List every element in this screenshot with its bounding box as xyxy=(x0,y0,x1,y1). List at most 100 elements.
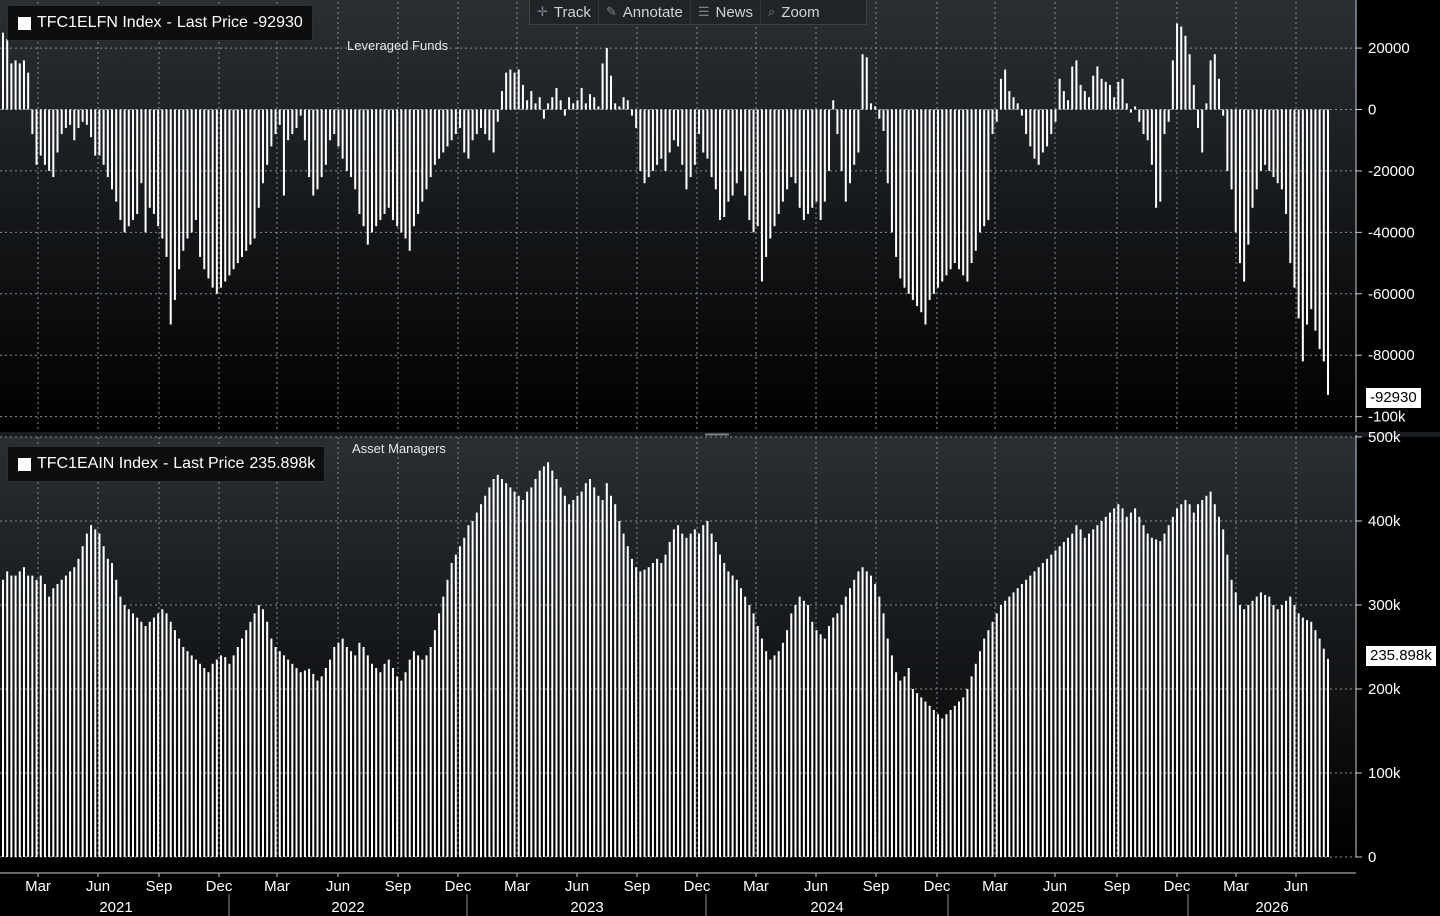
bar-mark xyxy=(857,571,860,857)
x-month-label: Dec xyxy=(684,878,711,895)
bar-mark xyxy=(1046,109,1049,147)
bar-mark xyxy=(538,470,541,857)
bar-mark xyxy=(173,109,176,300)
bar-mark xyxy=(773,109,776,227)
bar-mark xyxy=(35,109,38,165)
bar-mark xyxy=(408,659,411,857)
bar-mark xyxy=(702,109,705,153)
bar-mark xyxy=(978,109,981,233)
bar-mark xyxy=(572,103,575,110)
bar-mark xyxy=(1146,109,1149,141)
bar-mark xyxy=(962,109,965,276)
bar-mark xyxy=(1293,605,1296,857)
bar-mark xyxy=(916,693,919,857)
bar-mark xyxy=(794,109,797,184)
bar-mark xyxy=(618,106,621,110)
bar-mark xyxy=(169,109,172,325)
bar-mark xyxy=(589,479,592,857)
bar-mark xyxy=(94,109,97,156)
bar-mark xyxy=(253,109,256,239)
bar-mark xyxy=(1201,109,1204,153)
bar-mark xyxy=(203,109,206,270)
bar-mark xyxy=(714,109,717,190)
bar-mark xyxy=(1020,584,1023,857)
bar-mark xyxy=(329,659,332,857)
zoom-button[interactable]: ⌕ Zoom xyxy=(761,0,827,24)
bar-mark xyxy=(542,109,545,119)
bar-mark xyxy=(350,109,353,178)
bar-mark xyxy=(442,596,445,857)
bar-mark xyxy=(1213,504,1216,857)
bar-mark xyxy=(1272,109,1275,178)
bar-mark xyxy=(995,613,998,857)
bar-mark xyxy=(354,655,357,857)
bar-mark xyxy=(1050,554,1053,857)
bar-mark xyxy=(760,638,763,857)
bottom-legend[interactable]: TFC1EAIN Index - Last Price 235.898k xyxy=(7,446,326,482)
news-label: News xyxy=(715,3,753,21)
bar-mark xyxy=(672,109,675,141)
y-tick-label: -100k xyxy=(1368,409,1406,426)
bar-mark xyxy=(341,638,344,857)
y-tick-label: 500k xyxy=(1368,429,1401,446)
bar-mark xyxy=(777,651,780,857)
y-tick-label: 400k xyxy=(1368,513,1401,530)
bar-mark xyxy=(1121,78,1124,110)
bar-mark xyxy=(1071,66,1074,110)
bar-mark xyxy=(853,109,856,165)
news-button[interactable]: ☰ News xyxy=(691,0,761,24)
bar-mark xyxy=(664,109,667,171)
bar-mark xyxy=(417,109,420,214)
bar-mark xyxy=(358,109,361,214)
bar-mark xyxy=(1230,109,1233,190)
bar-mark xyxy=(1268,596,1271,857)
bar-mark xyxy=(928,705,931,857)
bar-mark xyxy=(538,97,541,110)
bar-mark xyxy=(937,109,940,288)
bar-mark xyxy=(261,609,264,857)
bar-mark xyxy=(614,504,617,857)
bar-mark xyxy=(874,106,877,110)
top-legend[interactable]: TFC1ELFN Index - Last Price -92930 xyxy=(7,5,313,41)
bar-mark xyxy=(953,109,956,264)
bar-mark xyxy=(1092,529,1095,857)
bar-mark xyxy=(551,470,554,857)
bar-mark xyxy=(1033,109,1036,159)
bar-mark xyxy=(98,109,101,156)
bar-mark xyxy=(1100,521,1103,857)
bar-mark xyxy=(651,109,654,171)
x-month-label: Jun xyxy=(326,878,350,895)
bar-mark xyxy=(626,100,629,110)
bar-mark xyxy=(496,474,499,857)
track-button[interactable]: ✛ Track xyxy=(530,0,599,24)
bar-mark xyxy=(920,697,923,857)
bar-mark xyxy=(719,554,722,857)
bar-mark xyxy=(1016,103,1019,110)
bar-mark xyxy=(1058,546,1061,857)
bar-mark xyxy=(874,584,877,857)
zoom-label: Zoom xyxy=(781,3,820,21)
bar-mark xyxy=(601,500,604,857)
bar-mark xyxy=(1146,533,1149,857)
bar-mark xyxy=(714,542,717,857)
bar-mark xyxy=(22,60,25,110)
bar-mark xyxy=(186,651,189,857)
annotate-button[interactable]: ✎ Annotate xyxy=(599,0,691,24)
bar-mark xyxy=(245,630,248,857)
bar-mark xyxy=(1234,592,1237,857)
bar-mark xyxy=(111,109,114,190)
bar-mark xyxy=(1310,109,1313,310)
bar-mark xyxy=(798,109,801,208)
bar-mark xyxy=(404,672,407,857)
bar-mark xyxy=(379,109,382,221)
bar-mark xyxy=(869,103,872,110)
bar-mark xyxy=(1226,554,1229,857)
bar-mark xyxy=(899,109,902,279)
top-legend-ticker: TFC1ELFN Index xyxy=(37,14,162,31)
bar-mark xyxy=(400,109,403,233)
bar-mark xyxy=(1138,109,1141,122)
bar-mark xyxy=(941,109,944,282)
bar-mark xyxy=(727,109,730,202)
bar-mark xyxy=(224,657,227,857)
